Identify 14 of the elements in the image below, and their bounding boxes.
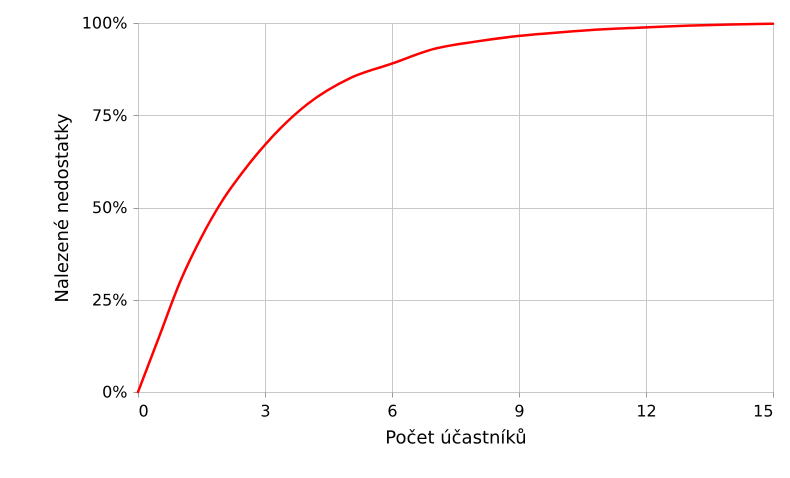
x-tick-label: 12 xyxy=(636,402,657,420)
x-tick-label: 9 xyxy=(514,402,525,420)
y-tick-label: 50% xyxy=(92,198,128,217)
y-tick-label: 75% xyxy=(92,106,128,125)
x-tick-label: 3 xyxy=(260,402,271,420)
y-tick-label: 0% xyxy=(102,382,128,402)
x-tick-label: 6 xyxy=(387,402,398,420)
y-axis-title: Nalezené nedostatky xyxy=(52,113,73,303)
y-tick-label: 25% xyxy=(92,290,128,310)
y-tick-label: 100% xyxy=(82,14,128,32)
line-series xyxy=(136,22,774,394)
x-tick-label: 15 xyxy=(753,402,774,420)
x-tick-label: 0 xyxy=(138,402,149,420)
x-axis-title: Počet účastníků xyxy=(385,428,527,448)
